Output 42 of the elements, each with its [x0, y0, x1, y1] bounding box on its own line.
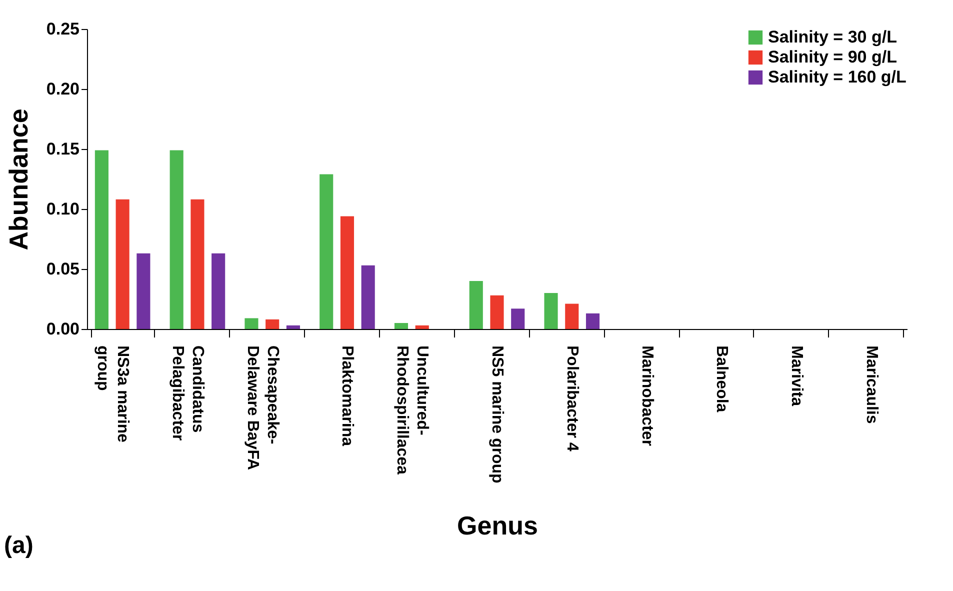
- bar: [511, 308, 525, 329]
- bar: [565, 304, 579, 329]
- bar: [544, 293, 558, 329]
- bar: [361, 265, 375, 329]
- x-tick-label: Marinobacter: [638, 346, 656, 446]
- x-tick-label: Chesapeake- Delaware BayFA: [244, 346, 281, 470]
- bar: [469, 281, 483, 329]
- y-tick-label: 0.05: [46, 260, 80, 278]
- bar: [586, 313, 600, 329]
- bar: [190, 199, 204, 329]
- bar: [415, 325, 429, 329]
- x-tick-label: Plaktomarina: [338, 346, 356, 446]
- x-tick-label: NS5 marine group: [488, 346, 506, 484]
- bar: [286, 325, 300, 329]
- y-tick-label: 0.00: [46, 320, 80, 338]
- bar: [244, 318, 258, 329]
- x-tick-label: Polaribacter 4: [563, 346, 580, 452]
- bar: [170, 150, 184, 329]
- bar: [212, 253, 226, 329]
- bar: [94, 150, 108, 329]
- legend-label: Salinity = 90 g/L: [768, 48, 897, 66]
- x-tick-label: Balneola: [713, 346, 730, 412]
- bar: [340, 216, 354, 329]
- bar: [266, 319, 280, 329]
- bar: [394, 323, 408, 329]
- y-tick-label: 0.25: [46, 20, 80, 38]
- legend-label: Salinity = 160 g/L: [768, 68, 906, 86]
- x-tick-label: Marivita: [788, 346, 806, 406]
- x-tick-label: Maricaulis: [862, 346, 880, 424]
- y-tick-label: 0.20: [46, 80, 80, 98]
- x-tick-label: NS3a marine group: [94, 346, 132, 443]
- bar: [490, 295, 504, 329]
- legend-label: Salinity = 30 g/L: [768, 28, 897, 46]
- y-axis-title: Abundance: [3, 108, 34, 250]
- y-tick-label: 0.10: [46, 200, 80, 218]
- x-tick-label: Uncultured- Rhodospirillacea: [394, 346, 431, 475]
- y-tick-label: 0.15: [46, 140, 80, 158]
- text: (a): [4, 532, 34, 560]
- x-axis-title: Genus: [457, 510, 538, 540]
- bar: [320, 174, 334, 329]
- bar: [116, 199, 130, 329]
- bar: [136, 253, 150, 329]
